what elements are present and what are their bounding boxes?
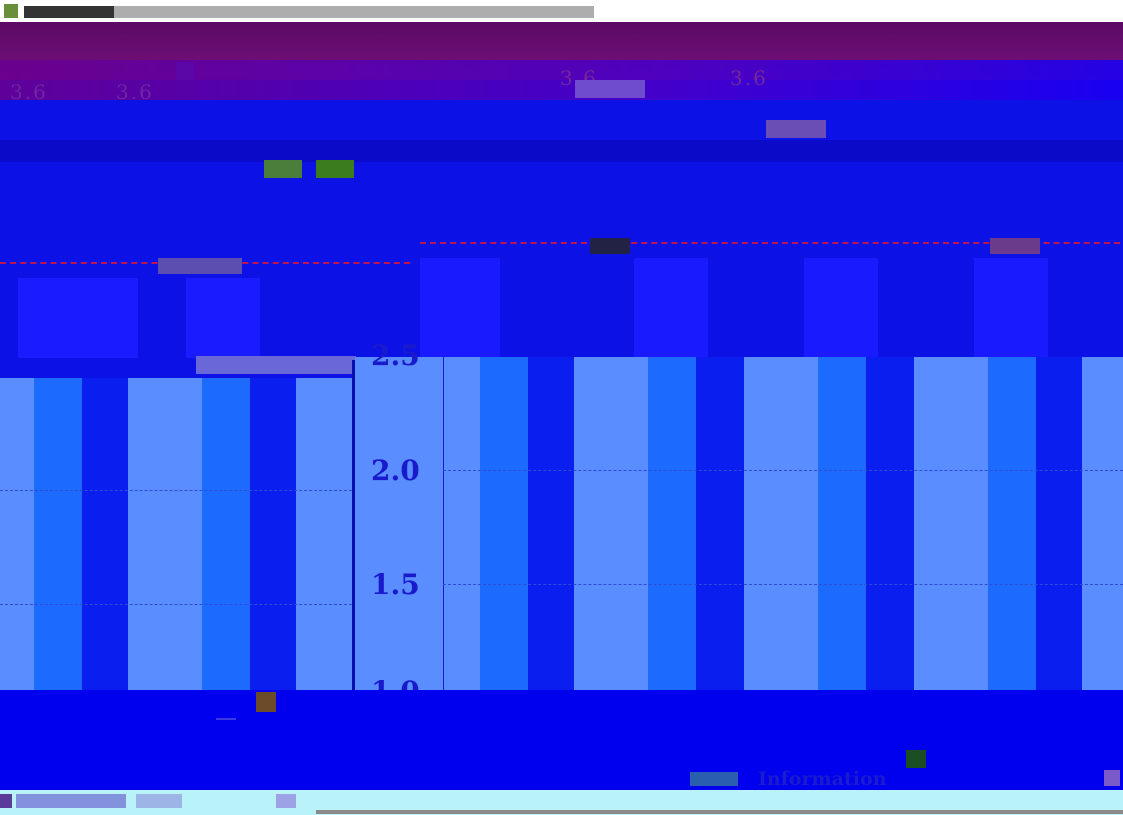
y-tick-label: 1.5 <box>371 568 420 601</box>
app-icon <box>4 4 18 18</box>
left-band-a <box>34 378 82 713</box>
light-column-2 <box>186 278 260 358</box>
top-bar <box>0 0 1123 22</box>
bottom-divider <box>216 718 236 720</box>
dashed-marker <box>590 238 630 254</box>
dashed-marker-2 <box>990 238 1040 254</box>
light-column-5 <box>804 258 878 358</box>
right-panel-d <box>914 357 988 693</box>
y-tick-label: 2.0 <box>371 454 420 487</box>
left-panel-b <box>128 378 202 713</box>
right-panel-b <box>574 357 648 693</box>
tab-right-2[interactable]: 3.6 <box>730 66 768 90</box>
right-band-e <box>818 357 866 693</box>
status-line <box>316 810 1123 814</box>
right-panel-a <box>444 357 480 693</box>
left-marker <box>158 258 242 274</box>
left-panel-a <box>0 378 34 713</box>
right-band-g <box>988 357 1036 693</box>
info-label[interactable]: Information <box>758 768 887 790</box>
right-band-b <box>528 357 574 693</box>
right-band-f <box>866 357 914 693</box>
status-glyph-3 <box>276 794 296 808</box>
toolbar-icon-3[interactable] <box>766 120 826 138</box>
left-gridline-1 <box>0 490 352 491</box>
info-icon <box>906 750 926 768</box>
light-column-4 <box>634 258 708 358</box>
axis-divider <box>352 360 355 695</box>
left-band-b <box>82 378 128 713</box>
right-chart-panel: 2.5 2.0 1.5 1.0 <box>355 339 1123 708</box>
status-text-glyphs <box>16 794 126 808</box>
legend-swatch <box>196 356 356 374</box>
title-glyphs <box>24 6 114 18</box>
status-glyph-2 <box>136 794 182 808</box>
status-icon[interactable] <box>0 794 12 808</box>
left-gridline-2 <box>0 604 352 605</box>
light-column <box>18 278 138 358</box>
toolbar-icon[interactable] <box>264 160 302 178</box>
info-glyph <box>690 772 738 786</box>
tab-strip: 3.6 3.6 3.6 3.6 <box>0 60 1123 104</box>
title-texture <box>114 6 594 18</box>
right-gridline-2 <box>443 584 1123 585</box>
right-gridline-1 <box>443 470 1123 471</box>
upper-band <box>0 140 1123 162</box>
left-panel-c <box>296 378 352 713</box>
light-column-6 <box>974 258 1048 358</box>
corner-glyph[interactable] <box>1104 770 1120 786</box>
right-panel-e <box>1082 357 1123 693</box>
y-axis-line <box>443 357 444 693</box>
right-band-h <box>1036 357 1082 693</box>
right-band-c <box>648 357 696 693</box>
tab-right-icon[interactable] <box>575 80 645 98</box>
right-band-d <box>696 357 744 693</box>
bottom-icon[interactable] <box>256 692 276 712</box>
left-band-d <box>250 378 296 713</box>
left-band-c <box>202 378 250 713</box>
right-band-a <box>480 357 528 693</box>
bottom-bar: Information <box>0 690 1123 790</box>
y-tick-label: 2.5 <box>371 339 420 372</box>
light-column-3 <box>420 258 500 358</box>
y-axis-panel <box>355 357 443 693</box>
left-chart-panel <box>0 378 352 713</box>
dashed-line-upper <box>420 242 1120 244</box>
toolbar-icon-2[interactable] <box>316 160 354 178</box>
right-panel-c <box>744 357 818 693</box>
